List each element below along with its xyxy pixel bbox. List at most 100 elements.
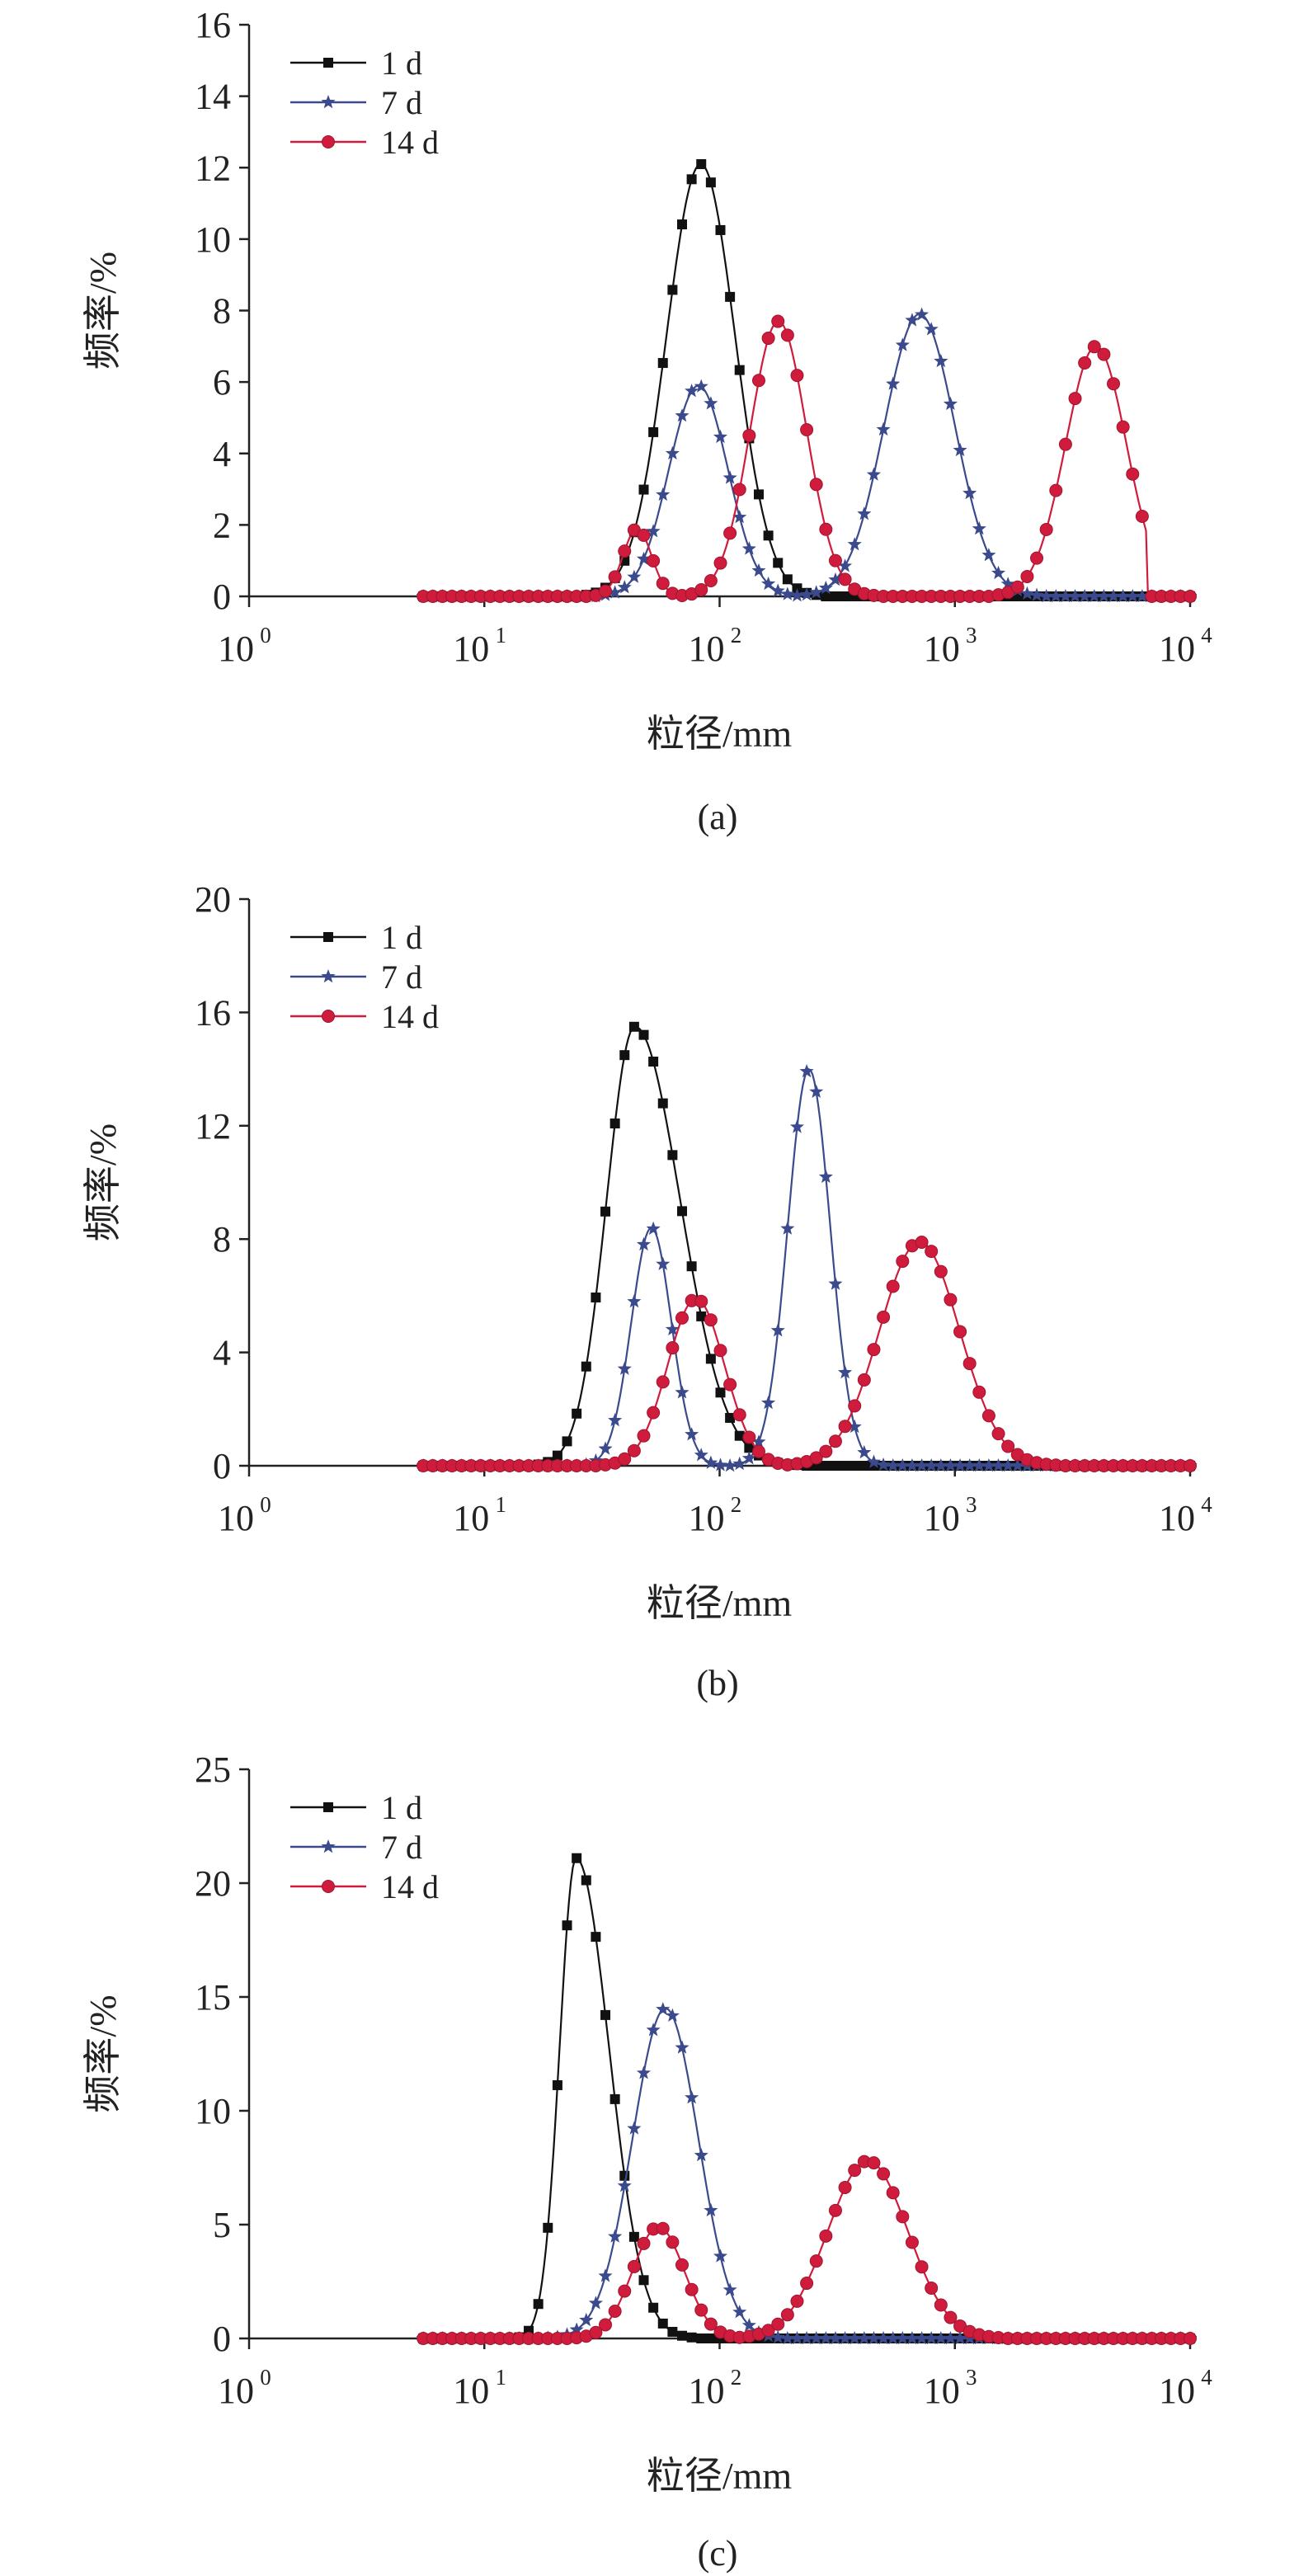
data-point [828, 553, 842, 567]
data-point [741, 541, 756, 555]
data-point [828, 2203, 842, 2217]
data-point [818, 580, 833, 595]
data-point [1097, 347, 1111, 361]
data-point [656, 1375, 670, 1389]
data-point [715, 1387, 726, 1398]
data-point [876, 421, 891, 436]
x-tick-exponent: 4 [1201, 623, 1212, 648]
data-point [790, 369, 804, 383]
x-tick-exponent: 0 [260, 623, 271, 648]
data-point [761, 1395, 776, 1410]
data-point [665, 1321, 680, 1335]
data-point [609, 2093, 620, 2104]
y-tick-label: 12 [195, 148, 231, 188]
data-point [809, 1084, 824, 1098]
data-point [915, 1236, 929, 1250]
data-point [924, 2331, 939, 2345]
data-point [1135, 510, 1149, 524]
data-point [1010, 1458, 1025, 1472]
data-point [732, 510, 747, 524]
x-tick-label: 10 [1159, 1498, 1195, 1538]
chart-caption: (a) [698, 797, 738, 837]
x-tick-exponent: 1 [496, 623, 507, 648]
data-point [953, 442, 967, 457]
data-point [608, 2304, 622, 2318]
data-point [694, 379, 708, 393]
data-point [848, 1399, 862, 1413]
data-point [648, 1057, 659, 1067]
data-point [818, 1169, 833, 1184]
data-point [809, 2254, 823, 2268]
data-point [1184, 1459, 1197, 1472]
y-tick-label: 14 [195, 77, 231, 117]
data-point [657, 358, 668, 369]
data-point [866, 1454, 881, 1468]
x-tick-label: 10 [453, 2371, 489, 2411]
series-7d [416, 307, 1198, 603]
data-point [666, 1341, 680, 1355]
data-point [1001, 1439, 1015, 1453]
data-point [627, 2259, 641, 2273]
data-point [1116, 589, 1131, 603]
x-tick-exponent: 2 [731, 2365, 742, 2390]
data-point [819, 1444, 833, 1458]
data-point [1019, 586, 1034, 600]
data-point [637, 1429, 651, 1443]
data-point [579, 2312, 594, 2327]
y-tick-label: 0 [213, 2319, 231, 2359]
data-point [1184, 2332, 1197, 2345]
data-point [818, 2331, 833, 2345]
data-point [704, 2202, 718, 2217]
data-point [618, 1452, 632, 1466]
x-tick-exponent: 3 [966, 1492, 977, 1517]
data-point [953, 2331, 967, 2345]
data-point [694, 2148, 708, 2162]
data-point [675, 408, 690, 422]
y-tick-label: 8 [213, 1219, 231, 1260]
data-point [598, 2268, 613, 2282]
data-point [637, 528, 651, 542]
data-point [790, 2294, 804, 2308]
data-point [800, 423, 814, 437]
data-point [1058, 437, 1072, 451]
data-point [819, 2229, 833, 2243]
x-tick-label: 10 [218, 629, 254, 669]
data-point [723, 1377, 737, 1392]
data-point [934, 2298, 948, 2312]
y-tick-label: 20 [195, 1863, 231, 1904]
x-tick-label: 10 [924, 2371, 960, 2411]
x-tick-exponent: 4 [1201, 1492, 1212, 1517]
data-point [962, 1357, 977, 1371]
data-point [886, 376, 901, 390]
data-point [905, 313, 920, 327]
legend-marker [322, 1880, 335, 1893]
series-line [423, 2159, 1190, 2340]
data-point [828, 1434, 842, 1448]
data-point [1077, 589, 1092, 603]
data-point [646, 1221, 661, 1236]
data-point [972, 521, 986, 535]
data-point [770, 1323, 785, 1337]
data-point [627, 1293, 642, 1308]
data-point [925, 1245, 939, 1259]
data-point [1030, 551, 1044, 565]
data-point [789, 588, 804, 602]
data-point [627, 569, 642, 583]
data-point [838, 2180, 852, 2194]
y-tick-label: 12 [195, 1106, 231, 1147]
data-point [886, 1279, 900, 1293]
data-point [981, 1409, 995, 1423]
y-tick-label: 4 [213, 1333, 231, 1373]
data-point [686, 174, 697, 185]
data-point [780, 586, 795, 600]
x-tick-label: 10 [924, 1498, 960, 1538]
data-point [732, 1456, 747, 1471]
data-point [552, 1450, 562, 1461]
data-point [866, 2331, 881, 2345]
data-point [857, 1444, 872, 1459]
data-point [981, 1458, 996, 1472]
data-point [924, 322, 939, 336]
data-point [665, 445, 680, 460]
series-7d [416, 2002, 1198, 2345]
data-point [591, 1293, 601, 1303]
